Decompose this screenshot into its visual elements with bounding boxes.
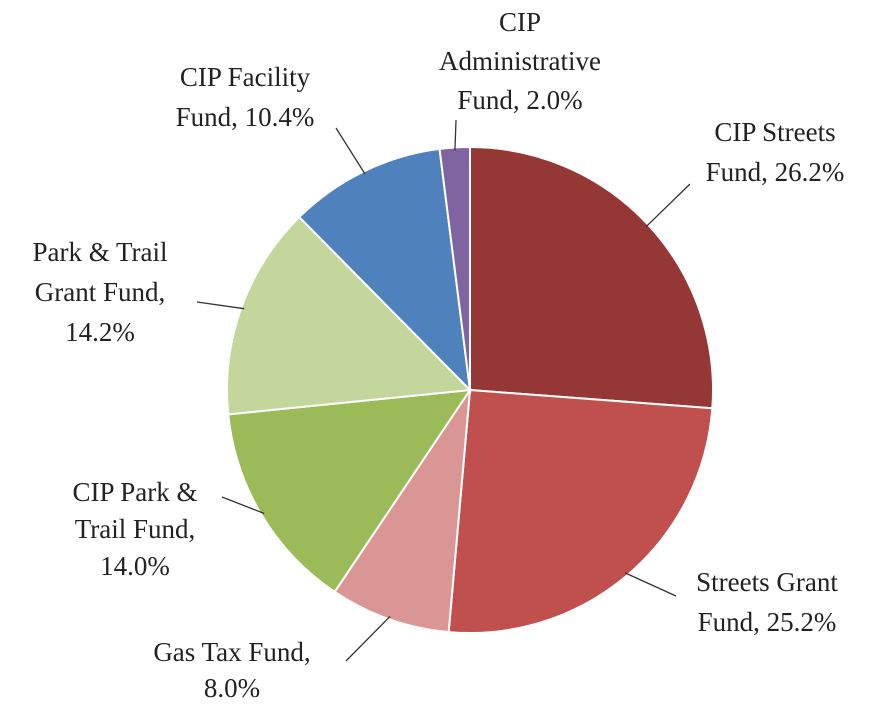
label-line: 14.0% [100,551,170,581]
label-line: CIP Park & [72,477,197,507]
leader-line [345,615,391,662]
leader-line [454,119,457,151]
leader-line [335,127,366,175]
label-line: Fund, 10.4% [176,102,315,132]
leader-line [645,183,691,228]
slice-label: CIP Park & Trail Fund, 14.0% [72,477,197,581]
slice-label: CIP Facility Fund, 10.4% [176,62,315,132]
slice-label: Streets Grant Fund, 25.2% [696,567,838,637]
label-line: Fund, 25.2% [698,607,837,637]
label-line: Streets Grant [696,567,838,597]
leader-line [221,496,265,515]
label-line: Fund, 26.2% [706,157,845,187]
label-line: Fund, 2.0% [457,85,582,115]
slice-label: CIP Administrative Fund, 2.0% [439,7,601,115]
slice-label: Park & Trail Grant Fund, 14.2% [32,237,167,347]
leader-line [625,572,677,597]
pie-slice [447,388,714,634]
label-line: 8.0% [204,673,260,703]
pie-slice [227,388,473,594]
label-line: Administrative [439,46,601,76]
label-line: CIP Streets [714,117,835,147]
label-line: CIP Facility [180,62,311,92]
label-line: Trail Fund, [75,514,196,544]
label-line: 14.2% [65,317,135,347]
label-line: Grant Fund, [35,277,166,307]
label-line: CIP [499,7,541,37]
slice-label: Gas Tax Fund, 8.0% [153,637,310,703]
pie-slice [333,389,471,634]
label-line: Park & Trail [32,237,167,267]
label-line: Gas Tax Fund, [153,637,310,667]
slice-label: CIP Streets Fund, 26.2% [706,117,845,187]
pie-slice [469,145,714,410]
leader-line [196,301,245,310]
